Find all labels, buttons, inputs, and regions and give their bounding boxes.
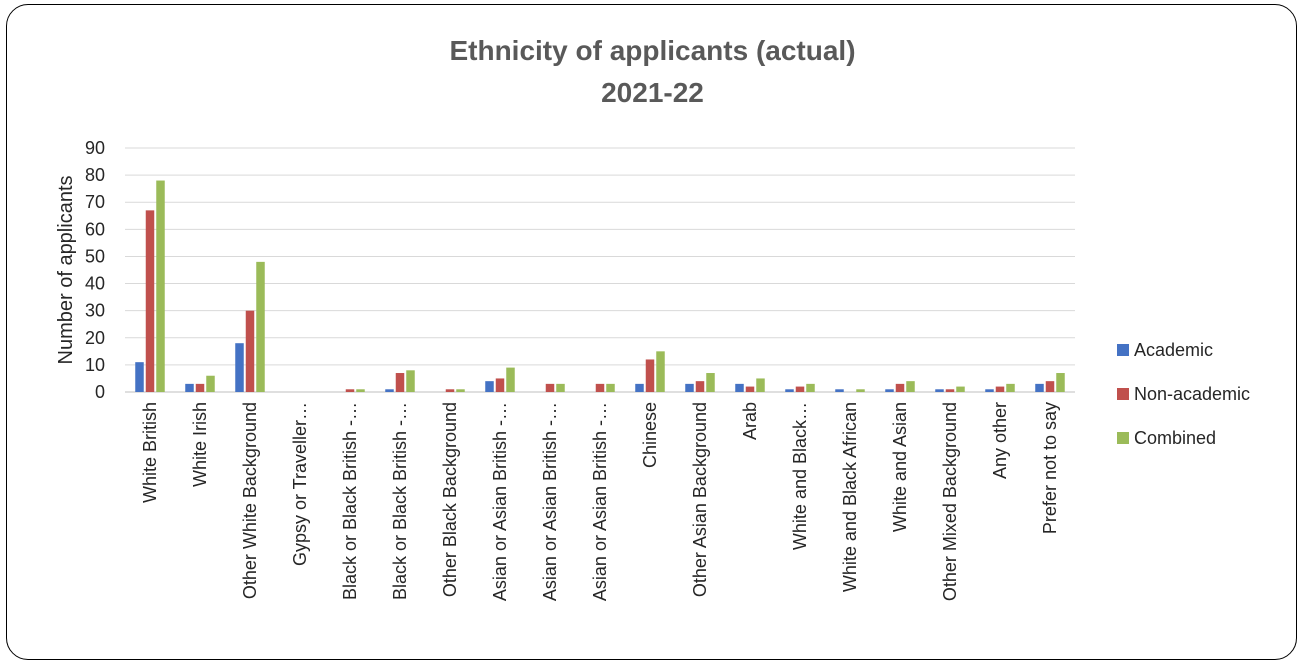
y-tick-label: 10 — [85, 355, 105, 375]
bar-non-academic — [245, 310, 255, 392]
bar-non-academic — [995, 386, 1005, 392]
x-tick-label: Black or Black British -… — [340, 402, 360, 600]
x-tick-label: White British — [140, 402, 160, 503]
bar-combined — [506, 367, 515, 392]
bar-combined — [606, 383, 615, 392]
bar-non-academic — [595, 383, 605, 392]
chart-frame — [6, 4, 1297, 660]
bar-academic — [485, 381, 494, 392]
x-tick-label: White and Black… — [790, 402, 810, 550]
bar-academic — [685, 383, 694, 392]
bar-combined — [556, 383, 565, 392]
bar-non-academic — [195, 383, 205, 392]
bar-non-academic — [745, 386, 755, 392]
bar-non-academic — [1045, 381, 1055, 392]
legend-swatch — [1117, 432, 1129, 444]
y-axis-label: Number of applicants — [55, 176, 77, 365]
bar-combined — [356, 389, 365, 392]
bar-non-academic — [545, 383, 555, 392]
bar-combined — [406, 370, 415, 392]
legend-swatch — [1117, 388, 1129, 400]
bars — [135, 180, 1065, 392]
bar-combined — [706, 373, 715, 392]
y-tick-label: 60 — [85, 219, 105, 239]
x-tick-label: Other Black Background — [440, 402, 460, 597]
y-tick-label: 70 — [85, 192, 105, 212]
legend-label: Non-academic — [1134, 384, 1250, 404]
bar-non-academic — [445, 389, 455, 392]
chart-title: Ethnicity of applicants (actual) 2021-22 — [0, 30, 1305, 114]
legend-label: Academic — [1134, 340, 1213, 360]
bar-combined — [756, 378, 765, 392]
x-tick-label: Prefer not to say — [1040, 402, 1060, 534]
bar-academic — [935, 389, 944, 392]
y-tick-label: 20 — [85, 328, 105, 348]
bar-combined — [1056, 373, 1065, 392]
bar-academic — [1035, 383, 1044, 392]
x-tick-label: Gypsy or Traveller… — [290, 402, 310, 566]
bar-non-academic — [145, 210, 155, 392]
bar-non-academic — [795, 386, 805, 392]
y-tick-label: 0 — [95, 382, 105, 402]
gridlines — [125, 147, 1075, 393]
bar-combined — [856, 389, 865, 392]
bar-academic — [385, 389, 394, 392]
y-tick-label: 90 — [85, 138, 105, 158]
x-tick-label: Other Mixed Background — [940, 402, 960, 601]
bar-non-academic — [695, 381, 705, 392]
legend-label: Combined — [1134, 428, 1216, 448]
chart-title-line-2: 2021-22 — [601, 77, 704, 108]
bar-combined — [256, 261, 265, 392]
chart-title-line-1: Ethnicity of applicants (actual) — [449, 35, 856, 66]
bar-combined — [806, 383, 815, 392]
bar-academic — [785, 389, 794, 392]
y-tick-label: 50 — [85, 246, 105, 266]
x-tick-label: White Irish — [190, 402, 210, 487]
bar-combined — [1006, 383, 1015, 392]
bar-non-academic — [895, 383, 905, 392]
x-tick-label: Asian or Asian British -… — [540, 402, 560, 601]
bar-non-academic — [645, 359, 655, 392]
bar-academic — [635, 383, 644, 392]
x-tick-label: Other White Background — [240, 402, 260, 599]
legend: Academic Non-academic Combined — [1117, 340, 1250, 448]
bar-academic — [835, 389, 844, 392]
bar-combined — [456, 389, 465, 392]
x-tick-label: Black or Black British -… — [390, 402, 410, 600]
x-tick-label: White and Asian — [890, 402, 910, 532]
legend-swatch — [1117, 344, 1129, 356]
y-tick-label: 40 — [85, 274, 105, 294]
bar-combined — [956, 386, 965, 392]
bar-non-academic — [345, 389, 355, 392]
x-tick-label: Asian or Asian British -… — [490, 402, 510, 601]
x-tick-label: Arab — [740, 402, 760, 440]
bar-combined — [206, 375, 215, 392]
x-tick-label: White and Black African — [840, 402, 860, 592]
bar-academic — [185, 383, 194, 392]
x-tick-label: Any other — [990, 402, 1010, 479]
x-axis-ticks: White British White Irish Other White Back… — [140, 402, 1060, 601]
bar-academic — [235, 343, 244, 392]
bar-academic — [885, 389, 894, 392]
bar-academic — [985, 389, 994, 392]
bar-non-academic — [945, 389, 955, 392]
y-axis-ticks: 0 10 20 30 40 50 60 70 80 90 — [85, 138, 105, 402]
x-tick-label: Other Asian Background — [690, 402, 710, 597]
y-tick-label: 80 — [85, 165, 105, 185]
x-tick-label: Chinese — [640, 402, 660, 468]
bar-academic — [135, 362, 144, 392]
bar-non-academic — [395, 373, 405, 392]
bar-academic — [735, 383, 744, 392]
x-tick-label: Asian or Asian British -… — [590, 402, 610, 601]
bar-non-academic — [495, 378, 505, 392]
bar-combined — [656, 351, 665, 392]
y-tick-label: 30 — [85, 301, 105, 321]
bar-combined — [156, 180, 165, 392]
bar-combined — [906, 381, 915, 392]
